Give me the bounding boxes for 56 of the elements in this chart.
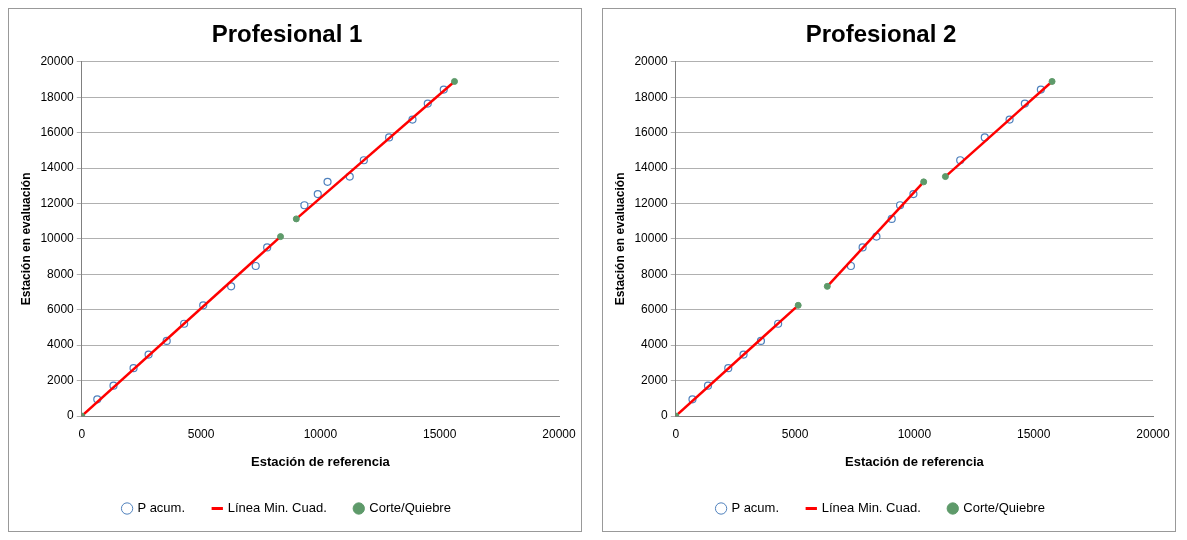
point — [323, 177, 332, 186]
y-axis-title: Estación en evaluación — [18, 172, 33, 306]
legend-label: P acum. — [731, 500, 780, 516]
point — [823, 282, 831, 290]
x-tick-label: 20000 — [542, 426, 577, 441]
chart-title: Profesional 2 — [805, 20, 957, 48]
y-tick-label: 12000 — [40, 195, 75, 210]
point — [450, 77, 458, 85]
legend-label: Línea Min. Cuad. — [821, 500, 921, 516]
y-axis-title: Estación en evaluación — [612, 172, 627, 306]
point — [313, 189, 322, 199]
y-tick-label: 14000 — [40, 160, 75, 175]
y-tick-label: 20000 — [40, 54, 75, 69]
legend-label: Corte/Quiebre — [369, 500, 451, 516]
y-tick-label: 4000 — [641, 337, 669, 352]
y-tick-label: 2000 — [47, 372, 75, 387]
x-axis-title: Estación de referencia — [251, 453, 391, 469]
y-tick-label: 16000 — [634, 124, 669, 139]
y-tick-label: 6000 — [47, 302, 75, 317]
x-tick-label: 0 — [78, 426, 86, 441]
point — [941, 173, 949, 181]
y-tick-label: 10000 — [40, 231, 75, 246]
legend-label: Corte/Quiebre — [963, 500, 1045, 516]
y-tick-label: 2000 — [641, 372, 669, 387]
y-tick-label: 0 — [661, 408, 669, 423]
x-tick-label: 0 — [672, 426, 680, 441]
y-tick-label: 10000 — [634, 231, 669, 246]
x-tick-label: 20000 — [1136, 426, 1171, 441]
y-tick-label: 16000 — [40, 124, 75, 139]
x-tick-label: 10000 — [897, 426, 932, 441]
point — [1048, 77, 1056, 85]
x-tick-label: 15000 — [1017, 426, 1051, 441]
point — [251, 261, 260, 271]
point — [794, 301, 802, 309]
x-tick-label: 15000 — [423, 426, 457, 441]
y-tick-label: 18000 — [40, 89, 75, 104]
y-tick-label: 8000 — [47, 266, 75, 281]
x-tick-label: 5000 — [187, 426, 215, 441]
x-tick-label: 5000 — [781, 426, 809, 441]
y-tick-label: 18000 — [634, 89, 669, 104]
y-tick-label: 20000 — [634, 54, 669, 69]
y-tick-label: 12000 — [634, 195, 669, 210]
x-tick-label: 10000 — [303, 426, 338, 441]
x-axis-title: Estación de referencia — [845, 453, 985, 469]
point — [920, 178, 928, 186]
legend-label: Línea Min. Cuad. — [227, 500, 327, 516]
y-tick-label: 4000 — [47, 337, 75, 352]
y-tick-label: 0 — [67, 408, 75, 423]
y-tick-label: 14000 — [634, 160, 669, 175]
y-tick-label: 8000 — [641, 266, 669, 281]
point — [277, 233, 285, 241]
legend-label: P acum. — [137, 500, 186, 516]
chart-title: Profesional 1 — [211, 20, 363, 48]
y-tick-label: 6000 — [641, 302, 669, 317]
point — [292, 215, 300, 223]
point — [300, 201, 309, 210]
